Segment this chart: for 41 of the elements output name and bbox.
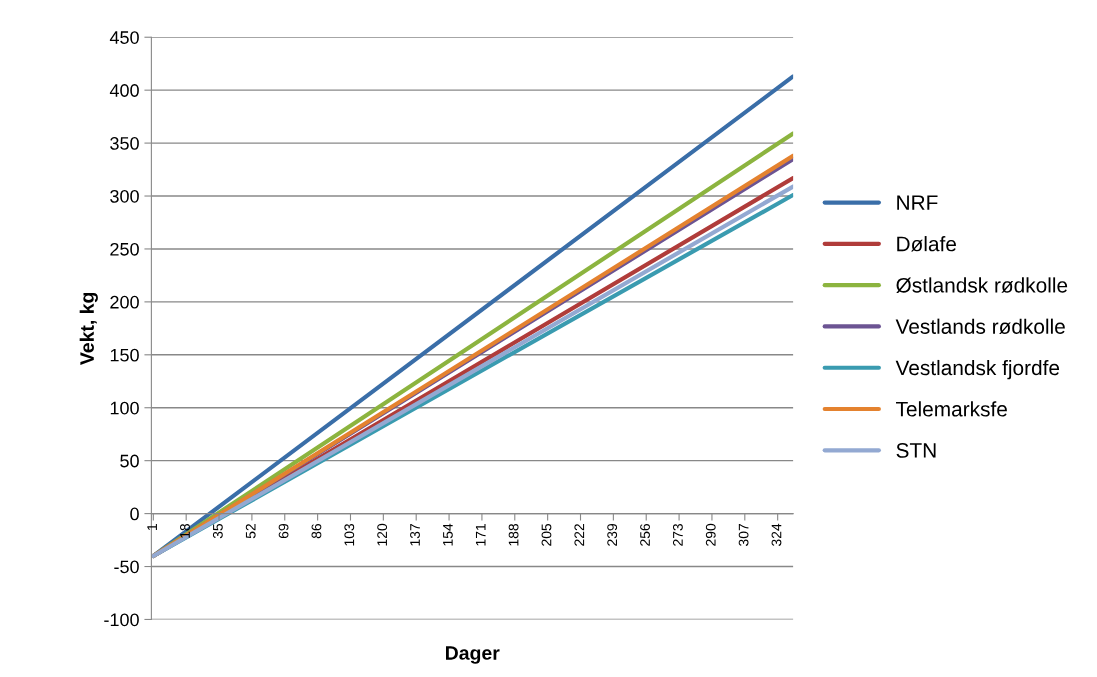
y-tick-label: 300	[110, 189, 139, 203]
x-tick-label: 324	[771, 523, 782, 546]
x-tick-label: 18	[180, 523, 190, 538]
y-tick-label: -50	[114, 560, 139, 574]
y-tick-label: 450	[109, 31, 139, 44]
x-tick-label: 52	[245, 524, 256, 539]
legend-label: Telemarksfe	[896, 401, 1007, 417]
y-tick-label: 100	[110, 401, 139, 415]
x-tick-label: 35	[212, 523, 223, 539]
legend-label: Vestlandsk fjordfe	[895, 359, 1060, 380]
x-tick-label: 222	[574, 524, 585, 546]
y-tick-label: 200	[110, 295, 139, 309]
x-tick-label: 307	[738, 524, 749, 546]
x-tick-label: 69	[278, 523, 289, 539]
x-tick-label: 188	[508, 523, 519, 546]
y-tick-label: 50	[120, 454, 139, 468]
y-tick-label: 150	[110, 348, 139, 362]
x-tick-label: 290	[705, 523, 716, 546]
x-tick-label: 239	[607, 523, 618, 546]
x-tick-label: 256	[640, 523, 650, 546]
legend-label: NRF	[897, 195, 938, 210]
legend-label: Vestlands rødkolle	[895, 318, 1065, 335]
x-tick-label: 86	[311, 523, 322, 539]
y-tick-label: 350	[110, 137, 139, 150]
legend-label: STN	[896, 443, 936, 458]
x-tick-label: 103	[344, 523, 355, 546]
y-tick-label: -100	[104, 613, 139, 627]
x-tick-label: 1	[147, 524, 157, 530]
x-tick-label: 171	[475, 523, 486, 546]
y-tick-label: 0	[130, 507, 139, 521]
x-axis-title: Dager	[446, 646, 500, 664]
legend-label: Dølafe	[897, 236, 956, 252]
x-tick-label: 137	[410, 524, 420, 546]
y-axis-title: Vekt, kg	[79, 292, 98, 365]
y-tick-label: 250	[110, 242, 139, 256]
x-tick-label: 205	[541, 523, 552, 546]
x-tick-label: 273	[672, 523, 683, 546]
x-tick-label: 120	[377, 523, 388, 546]
legend-label: Østlandsk rødkolle	[896, 277, 1068, 293]
x-tick-label: 154	[443, 523, 453, 546]
y-tick-label: 400	[109, 84, 139, 97]
